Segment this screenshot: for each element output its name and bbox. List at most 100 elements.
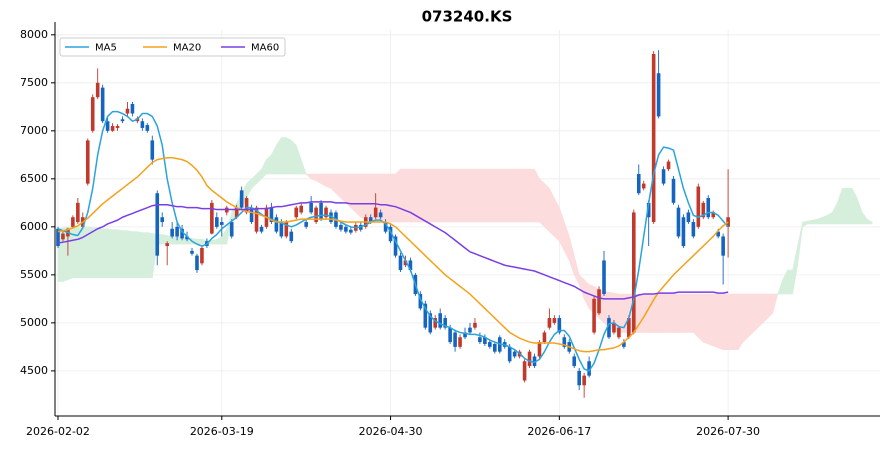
candle-body	[85, 140, 90, 184]
cloud-segment	[563, 221, 570, 261]
y-tick-label: 8000	[20, 28, 48, 41]
cloud-segment	[137, 231, 143, 279]
candle-body	[418, 294, 423, 309]
cloud-segment	[504, 168, 510, 223]
candle-body	[383, 222, 388, 232]
legend-label: MA5	[95, 43, 117, 54]
candle-body	[249, 207, 254, 223]
cloud-segment	[792, 245, 798, 295]
candle-body	[438, 313, 442, 328]
y-tick-label: 5000	[20, 316, 48, 329]
candle-body	[676, 207, 681, 237]
ma-line	[57, 110, 729, 372]
candle-body	[210, 202, 214, 234]
cloud-segment	[489, 168, 496, 223]
candle-body	[160, 217, 165, 223]
ma-line	[57, 156, 729, 353]
cloud-segment	[732, 293, 739, 351]
cloud-segment	[797, 221, 803, 266]
candle-body	[631, 212, 636, 333]
cloud-segment	[678, 293, 684, 333]
candle-body	[150, 140, 155, 160]
candle-body	[636, 174, 641, 194]
candle-body	[234, 207, 239, 218]
cloud-segment	[320, 173, 327, 188]
cloud-segment	[519, 168, 525, 223]
candle-body	[185, 236, 189, 240]
legend-label: MA60	[251, 43, 279, 54]
cloud-segment	[544, 182, 550, 233]
cloud-segment	[509, 168, 515, 223]
candle-body	[512, 351, 517, 357]
candle-body	[274, 217, 279, 232]
cloud-segment	[757, 293, 764, 329]
cloud-segment	[822, 214, 828, 225]
candle-body	[393, 236, 398, 256]
candle-body	[130, 103, 135, 114]
candle-body	[339, 224, 343, 230]
cloud-segment	[92, 227, 98, 279]
cloud-segment	[514, 168, 520, 223]
chart-title: 073240.KS	[422, 8, 513, 26]
cloud-segment	[256, 168, 262, 185]
candle-body	[582, 375, 586, 386]
cloud-segment	[444, 168, 451, 223]
cloud-segment	[171, 236, 178, 245]
cloud-segment	[122, 230, 128, 279]
cloud-segment	[524, 168, 530, 223]
candle-body	[453, 332, 457, 347]
cloud-segment	[807, 219, 813, 225]
candle-body	[259, 226, 264, 232]
cloud-segment	[400, 168, 406, 223]
cloud-segment	[717, 293, 724, 351]
candle-body	[661, 169, 666, 184]
candle-body	[319, 202, 323, 220]
cloud-segment	[439, 168, 446, 223]
cloud-segment	[534, 169, 540, 223]
candle-body	[56, 228, 60, 247]
cloud-segment	[251, 173, 257, 190]
cloud-segment	[425, 168, 431, 223]
cloud-segment	[484, 168, 491, 223]
candle-body	[671, 178, 676, 203]
candle-body	[279, 222, 284, 237]
cloud-segment	[335, 173, 342, 199]
candle-body	[602, 260, 606, 295]
candle-body	[493, 343, 497, 352]
cloud-segment	[266, 154, 272, 175]
x-tick-label: 2026-02-02	[26, 425, 90, 438]
cloud-segment	[683, 293, 689, 333]
candle-body	[95, 82, 100, 98]
cloud-segment	[698, 293, 704, 343]
candle-body	[622, 342, 626, 347]
cloud-segment	[271, 145, 277, 175]
cloud-segment	[211, 238, 218, 245]
y-tick-label: 4500	[20, 364, 48, 377]
candle-body	[656, 73, 661, 117]
cloud-segment	[449, 168, 456, 223]
candle-body	[140, 121, 145, 128]
cloud-segment	[390, 173, 396, 223]
y-tick-label: 7500	[20, 76, 48, 89]
x-tick-label: 2026-07-30	[696, 425, 760, 438]
candle-body	[572, 356, 577, 367]
cloud-segment	[539, 178, 545, 228]
cloud-segment	[742, 293, 749, 343]
ma-line	[57, 201, 729, 300]
cloud-segment	[142, 232, 148, 279]
candle-body	[180, 228, 184, 239]
cloud-segment	[782, 269, 788, 295]
candle-body	[488, 342, 492, 347]
candle-body	[463, 332, 467, 338]
cloud-segment	[395, 168, 401, 223]
candle-body	[527, 351, 532, 367]
candle-body	[284, 222, 289, 237]
cloud-segment	[479, 168, 486, 223]
cloud-segment	[549, 188, 555, 238]
y-tick-label: 6000	[20, 220, 48, 233]
cloud-segment	[707, 293, 714, 347]
cloud-segment	[310, 173, 317, 182]
candle-body	[547, 318, 552, 328]
cloud-segment	[861, 211, 868, 225]
